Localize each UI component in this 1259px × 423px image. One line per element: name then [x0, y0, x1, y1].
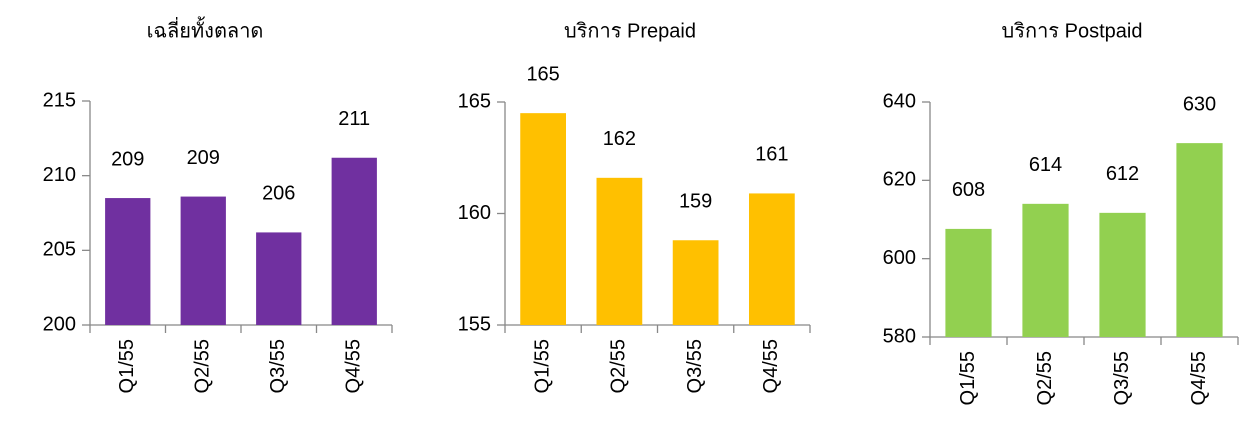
y-tick-label: 580	[883, 325, 916, 347]
x-tick-label: Q1/55	[531, 339, 553, 393]
value-label: 612	[1106, 163, 1139, 185]
y-tick-label: 640	[883, 90, 916, 112]
x-tick-label: Q4/55	[343, 339, 365, 393]
chart-title: บริการ Postpaid	[1002, 20, 1143, 42]
bar	[1176, 143, 1223, 337]
bar	[520, 113, 566, 326]
value-label: 614	[1029, 154, 1062, 176]
bar	[1022, 203, 1069, 337]
value-label: 159	[679, 191, 712, 213]
x-tick-label: Q3/55	[267, 339, 289, 393]
y-tick-label: 200	[43, 313, 76, 335]
x-tick-label: Q4/55	[1188, 351, 1210, 405]
x-tick-label: Q2/55	[1034, 351, 1056, 405]
chart-title: เฉลี่ยทั้งตลาด	[147, 16, 264, 42]
bar	[331, 157, 377, 325]
bar	[672, 240, 719, 325]
x-tick-label: Q4/55	[760, 339, 782, 393]
x-tick-label: Q2/55	[192, 339, 214, 393]
bar	[180, 196, 226, 325]
value-label: 165	[526, 63, 559, 85]
y-tick-label: 160	[458, 202, 491, 224]
y-tick-label: 165	[458, 90, 491, 112]
bar	[945, 228, 992, 337]
bar	[256, 232, 302, 325]
y-tick-label: 205	[43, 239, 76, 261]
x-tick-label: Q1/55	[116, 339, 138, 393]
value-label: 162	[603, 128, 636, 150]
bar	[1099, 212, 1146, 337]
value-label: 211	[338, 108, 370, 130]
x-tick-label: Q3/55	[684, 339, 706, 393]
y-tick-label: 210	[43, 164, 76, 186]
x-tick-label: Q3/55	[1111, 351, 1133, 405]
bar	[749, 193, 795, 325]
value-label: 209	[111, 148, 144, 170]
value-label: 206	[262, 183, 295, 205]
value-label: 630	[1183, 93, 1216, 115]
value-label: 608	[952, 179, 985, 201]
bar	[105, 198, 151, 325]
value-label: 209	[187, 147, 220, 169]
y-tick-label: 620	[883, 169, 916, 191]
x-tick-label: Q2/55	[608, 339, 630, 393]
x-tick-label: Q1/55	[957, 351, 979, 405]
y-tick-label: 155	[458, 313, 491, 335]
bar	[596, 177, 643, 325]
value-label: 161	[755, 144, 788, 166]
chart-title: บริการ Prepaid	[564, 20, 696, 42]
y-tick-label: 215	[43, 89, 76, 111]
y-tick-label: 600	[883, 247, 916, 269]
